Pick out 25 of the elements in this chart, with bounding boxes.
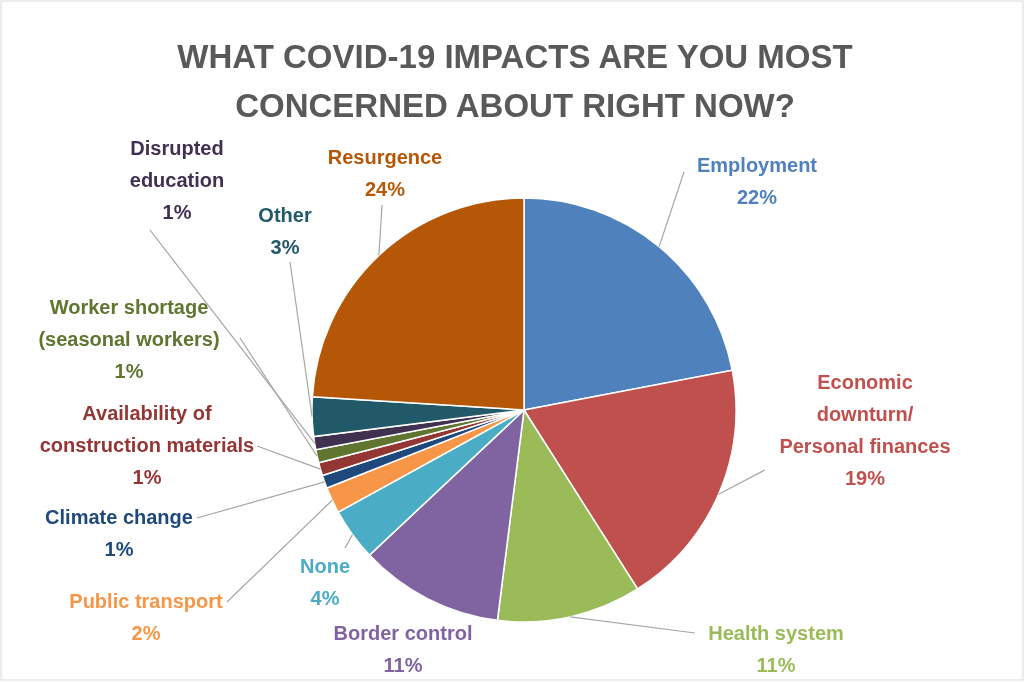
data-label: 1% [132,466,162,488]
data-label: 22% [736,186,778,208]
data-label: 11% [756,654,796,676]
data-label: 3% [270,236,300,258]
slice-label: Economic downturn/ Personal finances [779,371,951,457]
slice-label: Climate change [45,506,193,528]
slice-label: Resurgence [327,146,443,168]
slice-label: Public transport [69,590,224,612]
data-label: 19% [844,467,886,489]
chart-title: WHAT COVID-19 IMPACTS ARE YOU MOST CONCERNED ABOUT RIGHT NOW? [177,38,853,124]
slice-label: Disrupted education [129,137,225,191]
slice-label: Availability of construction materials [39,402,255,456]
data-label: 1% [162,201,192,223]
data-label: 11% [383,654,423,676]
slice-label: Worker shortage (seasonal workers) [38,296,220,350]
slice-label: Other [258,204,312,226]
slice-label: Border control [333,622,473,644]
data-label: 24% [364,178,406,200]
data-label: 1% [114,360,144,382]
slice-label: Employment [696,154,818,176]
data-label: 4% [310,587,340,609]
slice-label: None [300,555,350,577]
data-label: 1% [104,538,134,560]
data-label: 2% [131,622,161,644]
slice-label: Health system [708,622,844,644]
